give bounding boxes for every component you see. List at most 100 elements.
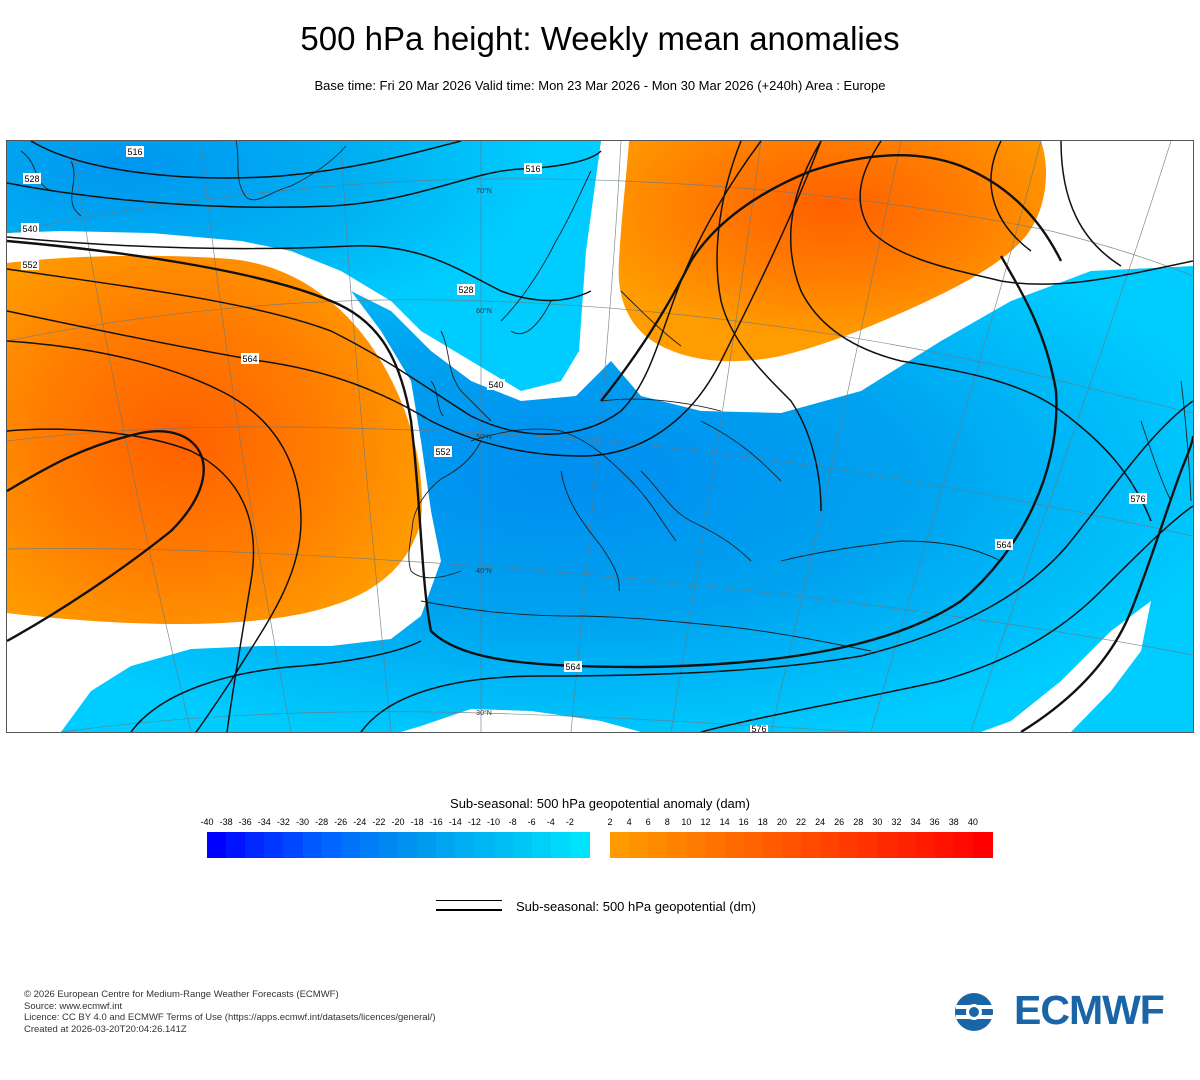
- colorbar-segment-positive: [743, 832, 764, 858]
- colorbar-tick-label: 36: [929, 817, 940, 827]
- colorbar-tick-label: 34: [910, 817, 921, 827]
- latitude-label: 50°N: [476, 433, 492, 441]
- contour-label: 564: [996, 540, 1011, 550]
- colorbar-tick-label: 14: [719, 817, 730, 827]
- colorbar-tick-label: 26: [834, 817, 845, 827]
- latitude-label: 30°N: [476, 709, 492, 717]
- colorbar-segment-positive: [724, 832, 745, 858]
- legend-colorbar: [0, 832, 1200, 860]
- colorbar-tick-label: -28: [315, 817, 329, 827]
- line-legend-label: Sub-seasonal: 500 hPa geopotential (dm): [516, 899, 756, 914]
- colorbar-tick-label: 38: [948, 817, 959, 827]
- colorbar-segment-negative: [550, 832, 571, 858]
- colorbar-tick-label: -38: [219, 817, 233, 827]
- colorbar-segment-positive: [667, 832, 687, 858]
- colorbar-segment-positive: [820, 832, 840, 858]
- colorbar-segment-negative: [321, 832, 342, 858]
- contour-label: 564: [242, 354, 257, 364]
- colorbar-segment-positive: [877, 832, 898, 858]
- colorbar-segment-positive: [839, 832, 859, 858]
- contour-label: 528: [458, 285, 473, 295]
- geopotential-contours: [7, 141, 1193, 732]
- colorbar-tick-label: -32: [276, 817, 290, 827]
- colorbar-tick-label: 12: [700, 817, 711, 827]
- anomaly-map[interactable]: 516 516 528 528 540 540 552 552 564 564 …: [6, 140, 1194, 733]
- colorbar-segment-positive: [762, 832, 783, 858]
- colorbar-tick-label: 20: [776, 817, 787, 827]
- colorbar-tick-label: 4: [626, 817, 632, 827]
- colorbar-segment-negative: [207, 832, 227, 858]
- colorbar-segment-negative: [493, 832, 514, 858]
- colorbar-segment-positive: [610, 832, 630, 858]
- colorbar-segment-positive: [972, 832, 993, 858]
- colorbar-segment-negative: [245, 832, 265, 858]
- colorbar-segment-negative: [398, 832, 418, 858]
- colorbar-segment-positive: [915, 832, 936, 858]
- colorbar-segment-negative: [283, 832, 304, 858]
- colorbar-tick-label: -34: [257, 817, 271, 827]
- chart-title: 500 hPa height: Weekly mean anomalies: [300, 20, 900, 57]
- colorbar-tick-label: 28: [853, 817, 864, 827]
- line-legend: Sub-seasonal: 500 hPa geopotential (dm): [436, 898, 856, 918]
- colorbar-tick-label: 8: [664, 817, 670, 827]
- ecmwf-logo[interactable]: ECMWF: [952, 987, 1182, 1034]
- colorbar-tick-label: -6: [527, 817, 536, 827]
- colorbar-segment-positive: [648, 832, 668, 858]
- colorbar-segment-negative: [531, 832, 552, 858]
- colorbar-segment-positive: [953, 832, 974, 858]
- footer-created: Created at 2026-03-20T20:04:26.141Z: [24, 1023, 187, 1035]
- colorbar-segment-positive: [629, 832, 649, 858]
- anomaly-negative-north: [7, 141, 601, 391]
- contour-label: 516: [127, 147, 142, 157]
- colorbar-tick-label: -18: [410, 817, 424, 827]
- footer-copyright: © 2026 European Centre for Medium-Range …: [24, 989, 339, 1000]
- colorbar-segment-negative: [455, 832, 475, 858]
- colorbar-tick-label: -30: [295, 817, 310, 827]
- colorbar-segment-negative: [264, 832, 284, 858]
- ecmwf-logo-icon: [955, 993, 1012, 1031]
- colorbar-segment-negative: [340, 832, 361, 858]
- colorbar-segment-negative: [417, 832, 437, 858]
- colorbar-tick-label: -10: [486, 817, 501, 827]
- colorbar-segment-positive: [705, 832, 726, 858]
- colorbar-segment-negative: [569, 832, 590, 858]
- thin-contour-sample: [436, 900, 502, 901]
- colorbar-segment-negative: [378, 832, 399, 858]
- colorbar-segment-positive: [896, 832, 917, 858]
- colorbar-segment-negative: [474, 832, 495, 858]
- contour-label: 552: [22, 260, 37, 270]
- footer-source: Source: www.ecmwf.int: [24, 1000, 123, 1012]
- legend-title: Sub-seasonal: 500 hPa geopotential anoma…: [450, 796, 750, 811]
- colorbar-tick-label: 30: [872, 817, 883, 827]
- colorbar-tick-label: -2: [565, 817, 574, 827]
- chart-subtitle: Base time: Fri 20 Mar 2026 Valid time: M…: [314, 78, 886, 93]
- colorbar-tick-label: -26: [334, 817, 348, 827]
- colorbar-tick-label: -40: [200, 817, 214, 827]
- colorbar-segment-positive: [686, 832, 707, 858]
- contour-label: 540: [22, 224, 37, 234]
- colorbar-tick-label: 18: [757, 817, 768, 827]
- colorbar-segment-positive: [781, 832, 802, 858]
- colorbar-tick-label: 22: [795, 817, 807, 827]
- colorbar-tick-label: -20: [391, 817, 405, 827]
- colorbar-tick-label: 2: [607, 817, 613, 827]
- colorbar-segment-negative: [302, 832, 323, 858]
- contour-label: 576: [751, 724, 766, 732]
- colorbar-tick-label: -4: [546, 817, 555, 827]
- colorbar-tick-label: -36: [238, 817, 252, 827]
- latitude-label: 70°N: [476, 187, 492, 195]
- colorbar-tick-label: -22: [372, 817, 386, 827]
- anomaly-positive-russia: [618, 141, 1046, 362]
- contour-label: 576: [1130, 494, 1145, 504]
- colorbar-tick-label: -14: [448, 817, 462, 827]
- contour-label: 540: [488, 380, 503, 390]
- contour-label: 516: [525, 164, 540, 174]
- colorbar-segment-negative: [512, 832, 533, 858]
- thick-contour-sample: [436, 909, 502, 911]
- colorbar-tick-label: -8: [508, 817, 517, 827]
- colorbar-segment-negative: [436, 832, 456, 858]
- colorbar-segment-negative: [226, 832, 246, 858]
- colorbar-segment-positive: [801, 832, 821, 858]
- colorbar-segment-positive: [858, 832, 878, 858]
- contour-label: 564: [565, 662, 580, 672]
